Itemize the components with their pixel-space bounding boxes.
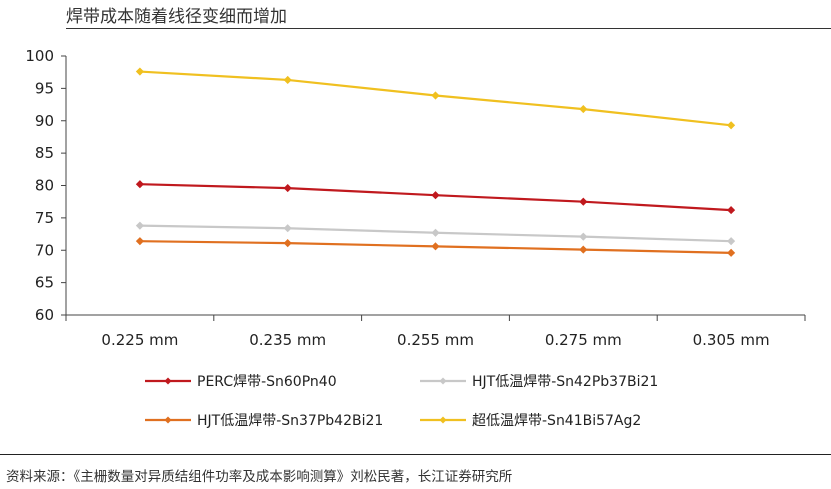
y-tick-label: 90 — [35, 112, 54, 130]
y-tick-label: 85 — [35, 144, 54, 162]
y-tick-label: 60 — [35, 306, 54, 324]
x-tick-label: 0.305 mm — [693, 331, 770, 349]
series-1 — [135, 180, 736, 215]
data-point — [431, 91, 440, 100]
data-point — [431, 228, 440, 237]
footer-divider — [0, 454, 831, 455]
legend-label: 超低温焊带-Sn41Bi57Ag2 — [472, 413, 641, 429]
legend-label: HJT低温焊带-Sn42Pb37Bi21 — [472, 374, 658, 390]
data-point — [135, 180, 144, 189]
legend-swatch-marker — [164, 377, 172, 385]
data-point — [431, 191, 440, 200]
data-point — [579, 245, 588, 254]
data-point — [727, 206, 736, 215]
legend-item: HJT低温焊带-Sn37Pb42Bi21 — [145, 413, 383, 429]
x-tick-label: 0.235 mm — [249, 331, 326, 349]
y-tick-label: 65 — [35, 274, 54, 292]
legend-label: PERC焊带-Sn60Pn40 — [197, 374, 337, 390]
series-3 — [135, 237, 736, 257]
chart-title: 焊带成本随着线径变细而增加 — [66, 7, 287, 27]
data-point — [727, 121, 736, 130]
legend-item: 超低温焊带-Sn41Bi57Ag2 — [420, 413, 641, 429]
data-point — [135, 237, 144, 246]
chart-legend: PERC焊带-Sn60Pn40 HJT低温焊带-Sn42Pb37Bi21 HJT低温… — [145, 374, 658, 429]
series-2 — [135, 221, 736, 246]
y-tick-label: 75 — [35, 209, 54, 227]
data-point — [283, 75, 292, 85]
x-tick-label: 0.275 mm — [545, 331, 622, 349]
data-point — [579, 197, 588, 206]
y-tick-label: 80 — [35, 177, 54, 195]
legend-swatch-marker — [164, 416, 172, 424]
legend-swatch-marker — [439, 377, 447, 385]
source-note: 资料来源：《主栅数量对异质结组件功率及成本影响测算》刘松民著，长江证券研究所 — [6, 469, 513, 485]
data-point — [431, 242, 440, 251]
legend-swatch-marker — [439, 416, 447, 424]
chart-axes: 60 65 70 75 80 85 90 95 100 0.225 mm 0.235 mm 0.255… — [25, 47, 806, 349]
y-tick-label: 100 — [25, 47, 54, 65]
title-divider — [66, 28, 831, 29]
data-point — [727, 237, 736, 246]
data-point — [283, 239, 292, 248]
data-point — [283, 224, 292, 233]
y-tick-label: 95 — [35, 79, 54, 97]
line-chart: 60 65 70 75 80 85 90 95 100 0.225 mm 0.235 mm 0.255… — [25, 47, 806, 429]
data-point — [283, 184, 292, 193]
data-point — [135, 221, 144, 230]
legend-item: PERC焊带-Sn60Pn40 — [145, 374, 337, 390]
y-tick-label: 70 — [35, 241, 54, 259]
series-4 — [135, 67, 736, 130]
legend-item: HJT低温焊带-Sn42Pb37Bi21 — [420, 374, 658, 390]
legend-label: HJT低温焊带-Sn37Pb42Bi21 — [197, 413, 383, 429]
x-tick-label: 0.255 mm — [397, 331, 474, 349]
data-point — [135, 67, 144, 76]
data-point — [727, 248, 736, 257]
chart-series — [135, 67, 736, 257]
x-tick-label: 0.225 mm — [101, 331, 178, 349]
data-point — [579, 105, 588, 114]
data-point — [579, 232, 588, 241]
